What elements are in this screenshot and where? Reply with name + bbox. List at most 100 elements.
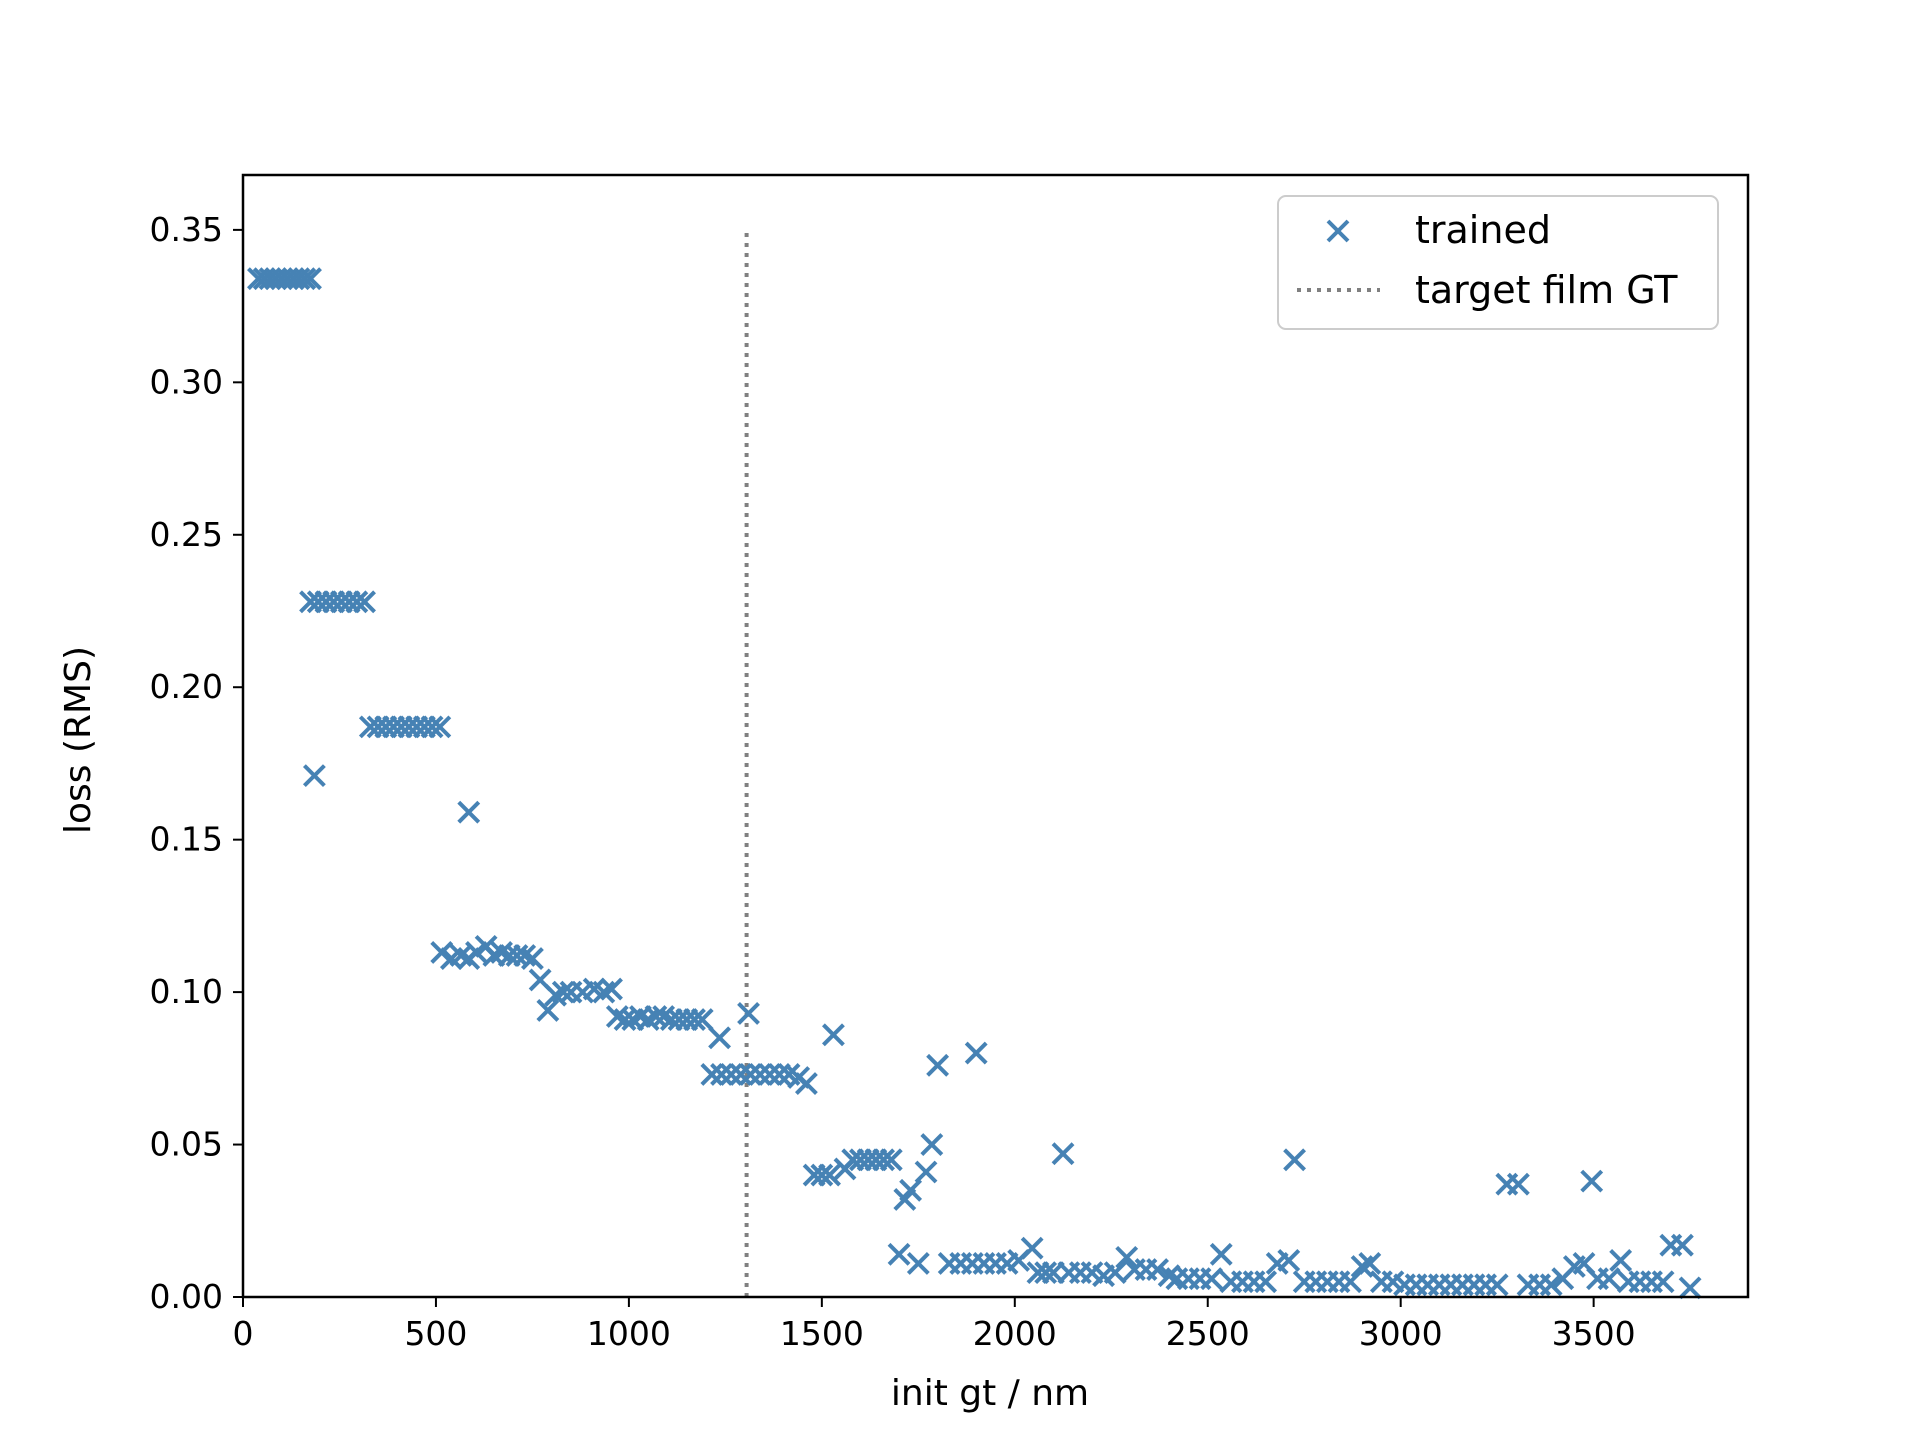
data-point [1034,1261,1058,1285]
data-point [914,1160,938,1184]
data-point [926,1053,950,1077]
legend: trained target film GT [1277,195,1719,330]
x-tick-label: 500 [404,1314,467,1353]
marker-stroke [1200,1267,1224,1291]
data-point [1103,1261,1127,1285]
data-point [1609,1248,1633,1272]
marker-stroke [1678,1276,1702,1300]
x-tick-label: 3000 [1359,1314,1443,1353]
marker-stroke [457,800,481,824]
marker-stroke [767,1063,791,1086]
y-tick-label: 0.10 [150,972,223,1011]
data-point [872,1148,896,1172]
marker-stroke [810,1163,834,1187]
marker-stroke [729,1063,753,1086]
x-axis: 0 500 1000 1500 2000 2500 3000 3500 [233,1297,1636,1353]
marker-stroke [513,944,537,967]
y-tick-label: 0.05 [150,1125,223,1164]
marker-stroke [1539,1273,1563,1297]
data-point [1678,1276,1702,1300]
data-point [600,977,623,1001]
data-point [299,267,322,291]
marker-stroke [926,1053,950,1077]
marker-stroke [758,1063,782,1086]
marker-stroke [1485,1273,1509,1297]
plot-frame [241,173,1750,1299]
data-point [1580,1169,1604,1193]
data-point [748,1063,772,1086]
x-tick-label: 3500 [1552,1314,1636,1353]
marker-stroke [345,590,369,614]
marker-stroke [739,1063,762,1086]
marker-stroke [420,715,444,739]
data-point [536,998,560,1022]
x-tick-label: 1500 [780,1314,864,1353]
marker-stroke [1209,1242,1233,1266]
marker-stroke [428,715,452,739]
y-tick-label: 0.20 [150,667,223,706]
plot-area [247,229,1702,1300]
marker-stroke [683,1008,706,1031]
marker-stroke [920,1133,944,1156]
marker-stroke [964,1041,988,1065]
marker-stroke [449,944,473,967]
marker-stroke [700,1063,724,1086]
data-point [920,1133,944,1156]
marker-stroke [302,764,326,788]
data-point [1115,1245,1139,1269]
marker-stroke [1146,1258,1169,1281]
marker-stroke [906,1252,930,1275]
data-point [1485,1273,1509,1297]
marker-stroke [719,1063,743,1086]
marker-stroke [1580,1169,1604,1193]
y-tick-label: 0.00 [150,1277,223,1316]
marker-stroke [1506,1172,1530,1196]
marker-stroke [690,1008,714,1031]
marker-stroke [710,1063,733,1086]
data-point [683,1008,706,1031]
marker-stroke [777,1063,801,1086]
data-point [879,1148,903,1172]
x-tick-label: 0 [233,1314,254,1353]
marker-stroke [1597,1267,1621,1291]
marker-stroke [521,947,544,970]
data-point [1670,1233,1694,1257]
data-point [353,590,376,614]
marker-stroke [536,998,560,1022]
data-point [1358,1252,1382,1275]
data-point [1506,1172,1530,1196]
marker-stroke [887,1242,911,1266]
marker-stroke [613,1008,637,1031]
marker-stroke [600,977,623,1001]
marker-stroke [1157,1264,1181,1288]
marker-stroke [1651,1270,1675,1294]
data-point [302,764,326,788]
marker-stroke [1283,1148,1306,1172]
marker-stroke [1339,1270,1362,1294]
legend-label-target-film-gt: target film GT [1415,268,1678,312]
marker-stroke [1034,1261,1058,1285]
marker-stroke [1609,1248,1633,1272]
data-point [551,980,575,1004]
data-point [1277,1248,1301,1272]
marker-stroke [879,1148,903,1172]
data-point [293,267,317,291]
data-point [1339,1270,1362,1294]
y-tick-label: 0.30 [150,362,223,401]
marker-stroke [1051,1142,1075,1166]
data-point [708,1026,731,1050]
marker-stroke [551,980,575,1004]
data-point [822,1023,845,1047]
marker-stroke [1670,1233,1694,1257]
data-point [428,715,452,739]
legend-marker-x [1326,219,1350,243]
marker-stroke [353,590,376,614]
marker-stroke [430,941,454,964]
data-point [457,800,481,824]
legend-label-trained: trained [1415,208,1551,252]
data-point [345,590,369,614]
data-point [420,715,444,739]
x-tick-label: 2500 [1166,1314,1250,1353]
marker-stroke [1326,219,1350,243]
y-tick-label: 0.15 [150,820,223,859]
